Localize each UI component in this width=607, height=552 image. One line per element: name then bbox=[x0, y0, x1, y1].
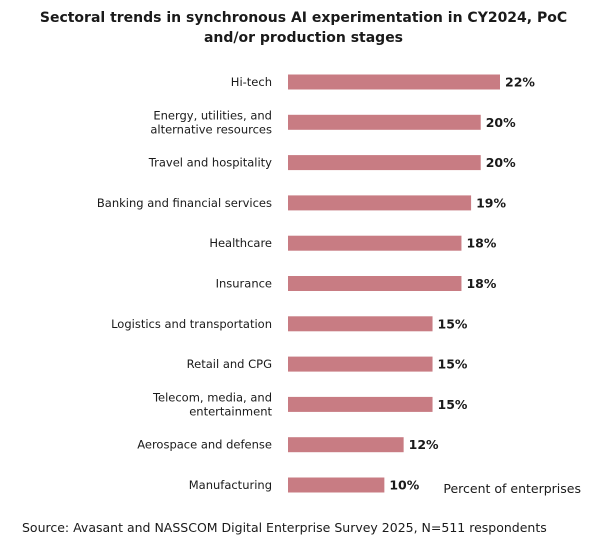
bar bbox=[288, 316, 433, 332]
category-label: Healthcare bbox=[209, 236, 272, 250]
unit-label: Percent of enterprises bbox=[443, 481, 581, 496]
category-label: Telecom, media, and entertainment bbox=[152, 390, 273, 418]
bar-value-label: 15% bbox=[438, 316, 468, 331]
category-label: Hi-tech bbox=[231, 75, 272, 89]
bar-value-label: 20% bbox=[486, 155, 516, 170]
bar-value-label: 19% bbox=[476, 195, 506, 210]
chart-title: Sectoral trends in synchronous AI experi… bbox=[39, 10, 568, 46]
bar bbox=[288, 114, 481, 130]
bar-value-label: 18% bbox=[466, 236, 496, 251]
bar-value-label: 20% bbox=[486, 115, 516, 130]
bar-value-label: 22% bbox=[505, 75, 535, 90]
category-label: Travel and hospitality bbox=[148, 156, 272, 170]
bar-value-label: 12% bbox=[409, 437, 439, 452]
category-label: Retail and CPG bbox=[187, 357, 272, 371]
bar-chart: Percent of enterprises 22% Hi-tech 20% Ener… bbox=[97, 74, 581, 496]
category-label: Aerospace and defense bbox=[137, 438, 272, 452]
category-label: Energy, utilities, and alternative resour… bbox=[150, 108, 272, 136]
bar bbox=[288, 276, 462, 291]
category-label: Manufacturing bbox=[189, 478, 272, 492]
bar bbox=[288, 437, 404, 453]
bar-value-label: 15% bbox=[438, 397, 468, 412]
bar-value-label: 10% bbox=[389, 478, 419, 493]
bar bbox=[288, 155, 481, 171]
category-label: Banking and financial services bbox=[97, 196, 272, 210]
category-label: Insurance bbox=[216, 277, 272, 291]
bar-value-label: 18% bbox=[466, 276, 496, 291]
bar bbox=[288, 396, 433, 412]
bar bbox=[288, 356, 433, 372]
bar bbox=[288, 195, 472, 211]
bar-value-label: 15% bbox=[438, 357, 468, 372]
source-note: Source: Avasant and NASSCOM Digital Ente… bbox=[22, 520, 547, 535]
bar bbox=[288, 235, 462, 251]
category-label: Logistics and transportation bbox=[111, 317, 272, 331]
bar bbox=[288, 74, 500, 90]
bar bbox=[288, 477, 385, 493]
